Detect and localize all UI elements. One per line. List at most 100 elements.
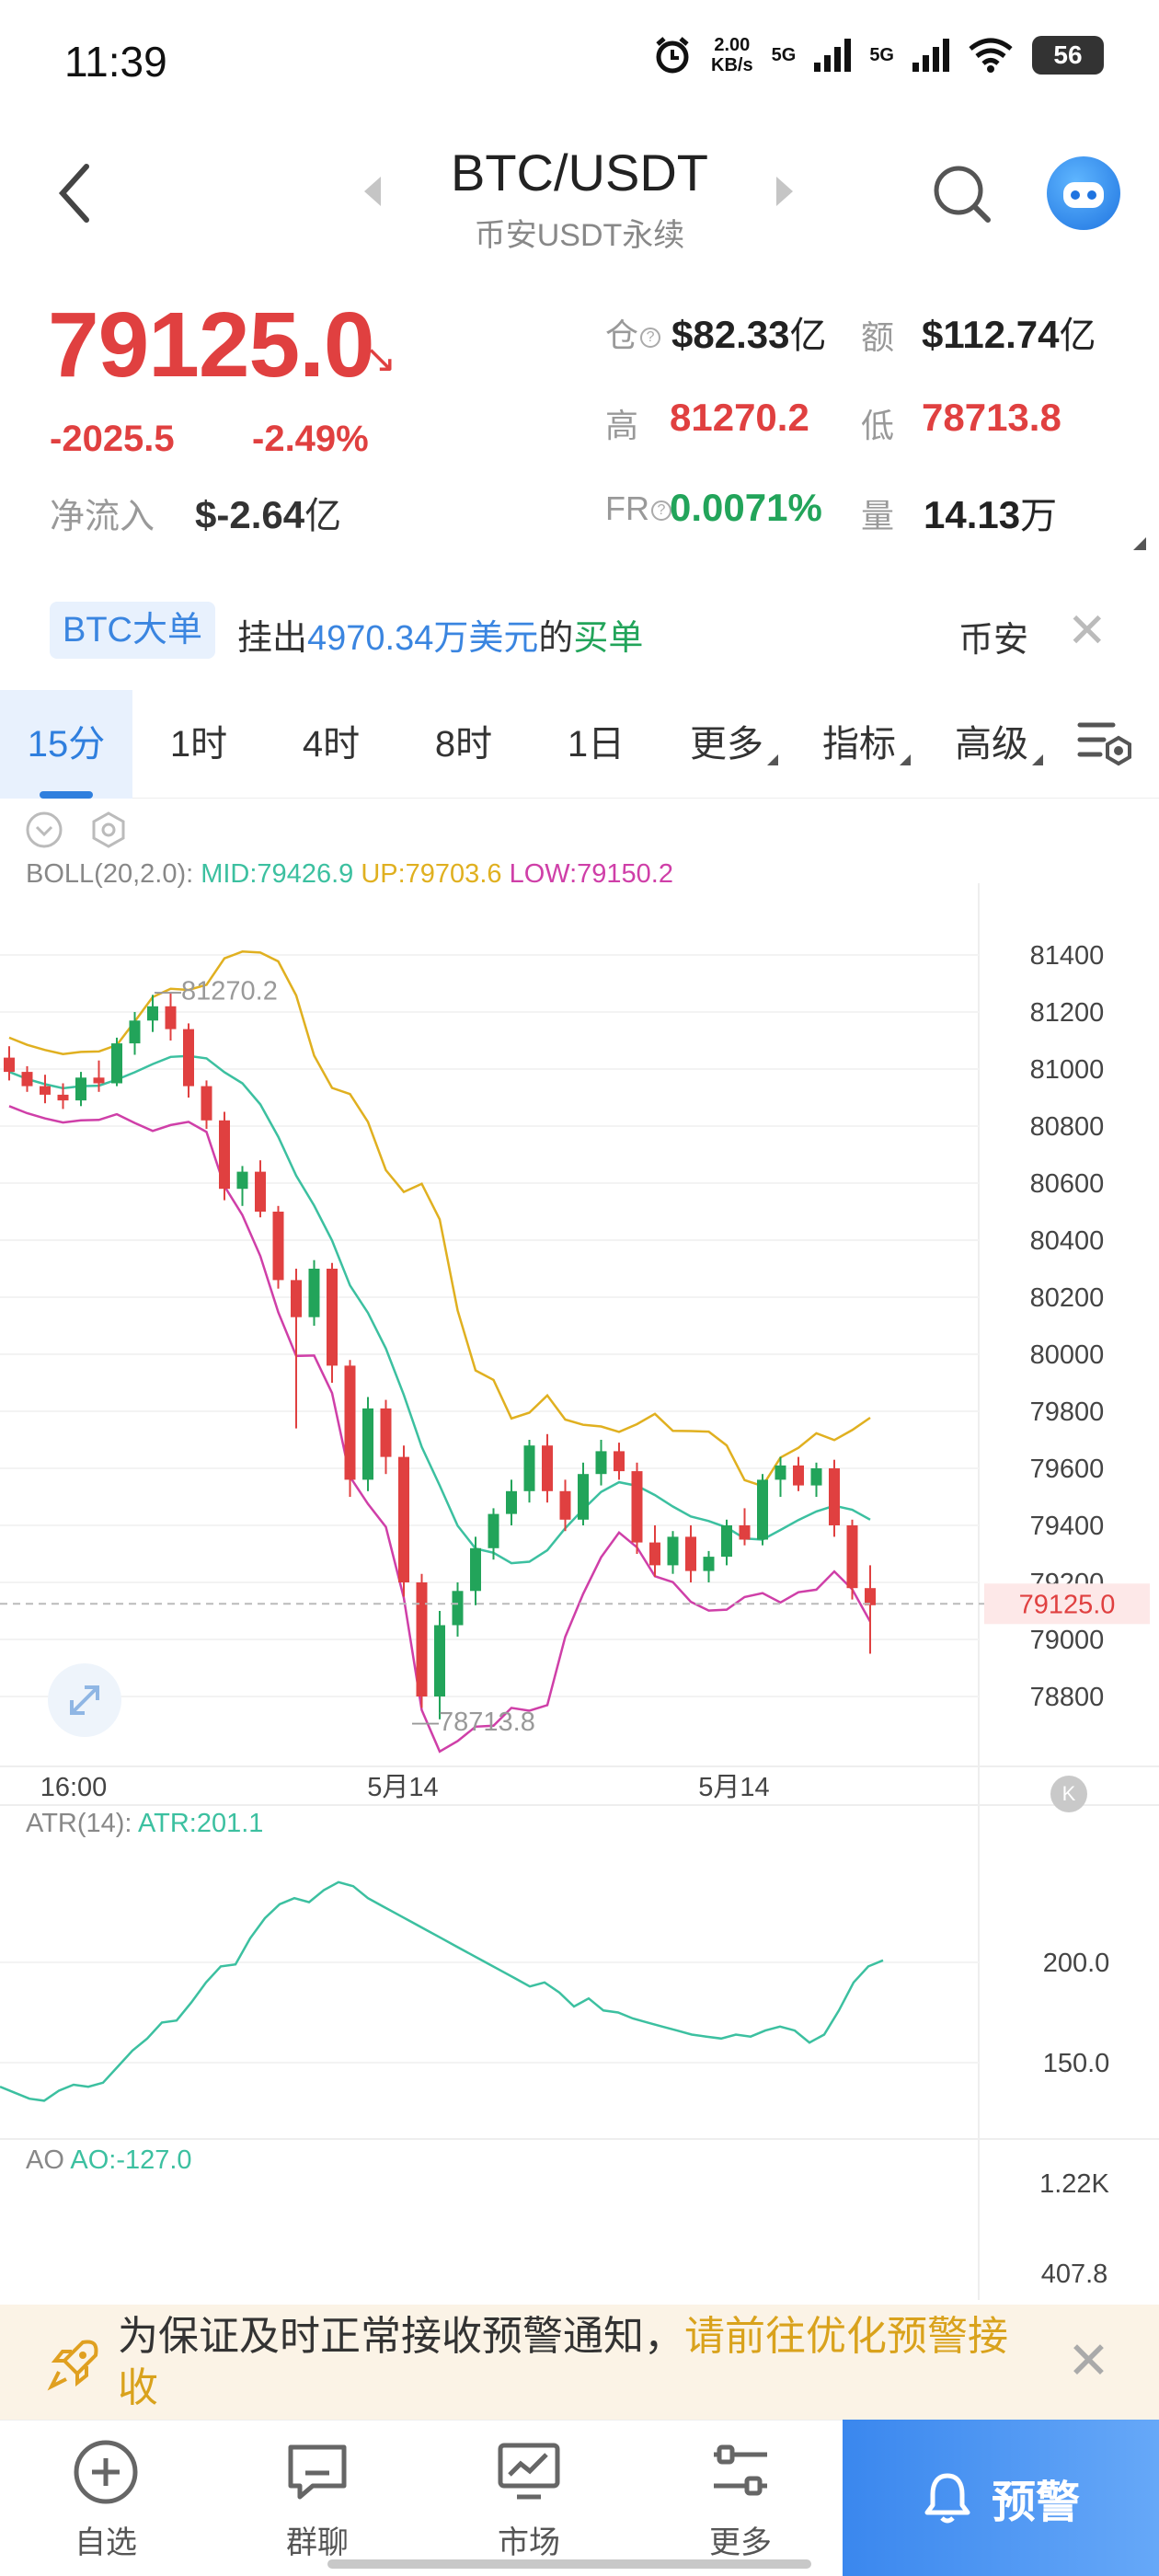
candle-body: [344, 1365, 356, 1480]
whale-order-source: 币安: [958, 621, 1029, 660]
price-change-pct: -2.49%: [252, 419, 369, 459]
price-tick-label: 80400: [1030, 1226, 1105, 1256]
candle-body: [40, 1086, 51, 1095]
candle-body: [219, 1120, 230, 1190]
open-interest: 仓?: [605, 309, 661, 357]
candle-body: [470, 1547, 481, 1592]
prev-pair-arrow-icon[interactable]: [364, 177, 381, 206]
help-icon[interactable]: ?: [651, 500, 671, 521]
help-icon[interactable]: ?: [640, 327, 661, 348]
turnover-value: $112.74亿: [922, 313, 1096, 356]
chart-settings-icon[interactable]: [1076, 718, 1135, 771]
price-tick-label: 80800: [1030, 1112, 1105, 1142]
close-icon[interactable]: ✕: [1067, 604, 1107, 658]
turnover-label: 额: [861, 318, 895, 356]
robot-avatar-icon[interactable]: [1047, 156, 1120, 230]
candle-body: [327, 1269, 338, 1366]
pair-subtitle: 币安USDT永续: [474, 218, 685, 253]
price-tick-label: 80200: [1030, 1283, 1105, 1313]
candle-body: [380, 1408, 392, 1457]
chart-annotations: —81270.2 —78713.8 79125.0: [0, 976, 1150, 1737]
price-tick-label: 79600: [1030, 1455, 1105, 1484]
candle-body: [775, 1465, 786, 1480]
home-indicator: [327, 2559, 811, 2569]
atr-panel: 200.0 150.0 1.22K 407.8: [0, 1880, 1110, 2289]
candle-body: [846, 1525, 858, 1589]
price-change-abs: -2025.5: [50, 419, 175, 459]
expand-stats-icon[interactable]: [1133, 537, 1146, 550]
candle-body: [93, 1077, 105, 1084]
tab-8h[interactable]: 8时: [434, 724, 493, 765]
boll-legend: BOLL(20,2.0): MID:79426.9 UP:79703.6 LOW…: [26, 859, 673, 889]
nav-more[interactable]: 更多: [671, 2438, 809, 2562]
tab-1h[interactable]: 1时: [169, 724, 228, 765]
candle-body: [523, 1445, 535, 1491]
rocket-icon: [47, 2340, 98, 2391]
sliders-icon: [714, 2444, 767, 2496]
funding-rate-value: 0.0071%: [670, 486, 822, 529]
high-annotation: —81270.2: [155, 976, 278, 1006]
candle-body: [739, 1525, 751, 1540]
tab-4h[interactable]: 4时: [302, 724, 361, 765]
atr-line: [0, 1880, 884, 2102]
tab-more[interactable]: 更多: [668, 690, 800, 799]
nav-watchlist[interactable]: 自选: [37, 2438, 175, 2562]
current-price-tag: 79125.0: [1019, 1590, 1116, 1619]
tab-1d[interactable]: 1日: [567, 724, 625, 765]
boll-lower-line: [8, 1105, 872, 1754]
price-tick-label: 79000: [1030, 1626, 1105, 1655]
price-axis: 81400 81200 81000 80800 80600 80400 80200 80000…: [40, 941, 1105, 1802]
collapse-chevron-icon[interactable]: [24, 810, 64, 850]
open-interest-value: $82.33亿: [671, 313, 827, 356]
candle-body: [291, 1280, 302, 1317]
fullscreen-expand-icon[interactable]: [48, 1663, 121, 1737]
candle-body: [75, 1077, 86, 1101]
whale-order-tag[interactable]: BTC大单: [50, 602, 216, 659]
netflow-label: 净流入: [50, 498, 155, 536]
candle-body: [810, 1468, 822, 1486]
candle-body: [703, 1557, 715, 1571]
alert-banner[interactable]: [0, 2305, 1159, 2420]
scroll-to-latest-icon[interactable]: K: [1050, 1776, 1087, 1812]
close-icon[interactable]: ✕: [1067, 2331, 1110, 2389]
alert-banner-text[interactable]: 为保证及时正常接收预警通知，请前往优化预警接收: [118, 2314, 1008, 2410]
price-down-arrow-icon: ↘: [364, 337, 397, 380]
candle-body: [236, 1171, 248, 1190]
back-arrow-icon[interactable]: [55, 161, 92, 225]
net-speed: 2.00 KB/s: [711, 35, 753, 75]
low-label: 低: [861, 407, 895, 444]
candle-body: [111, 1043, 122, 1084]
search-icon[interactable]: [929, 161, 993, 225]
tab-15m[interactable]: 15分: [0, 690, 132, 799]
pair-title[interactable]: BTC/USDT: [451, 144, 708, 201]
candle-body: [685, 1536, 696, 1571]
candle-body: [829, 1468, 840, 1525]
candle-body: [272, 1212, 284, 1281]
tab-indicators[interactable]: 指标: [800, 690, 933, 799]
price-tick-label: 79400: [1030, 1512, 1105, 1541]
next-pair-arrow-icon[interactable]: [776, 177, 793, 206]
candle-body: [721, 1525, 732, 1558]
candle-body: [506, 1490, 517, 1514]
price-chart[interactable]: 81400 81200 81000 80800 80600 80400 80200 80000…: [0, 799, 1159, 2305]
candles[interactable]: [4, 992, 876, 1719]
status-icons: 2.00 KB/s 5G 5G 56: [652, 35, 1104, 75]
nav-chat[interactable]: 群聊: [248, 2438, 386, 2562]
status-time: 11:39: [64, 38, 167, 86]
alert-button[interactable]: 预警: [843, 2420, 1159, 2576]
candle-body: [201, 1086, 212, 1121]
high-value: 81270.2: [670, 396, 809, 439]
tab-advanced[interactable]: 高级: [933, 690, 1065, 799]
time-label: 5月14: [367, 1773, 438, 1802]
whale-order-text[interactable]: 挂出4970.34万美元的买单: [237, 619, 644, 658]
signal-1-label: 5G: [771, 44, 797, 65]
nav-market[interactable]: 市场: [460, 2438, 598, 2562]
candle-body: [542, 1445, 553, 1491]
market-chart-icon: [498, 2443, 560, 2500]
indicator-settings-icon[interactable]: [88, 810, 129, 850]
current-price-tag-bg: [984, 1583, 1150, 1625]
chat-bubble-icon: [288, 2444, 347, 2500]
candle-body: [649, 1542, 660, 1566]
ao-tick-label: 407.8: [1041, 2260, 1108, 2289]
battery-indicator: 56: [1032, 36, 1104, 75]
